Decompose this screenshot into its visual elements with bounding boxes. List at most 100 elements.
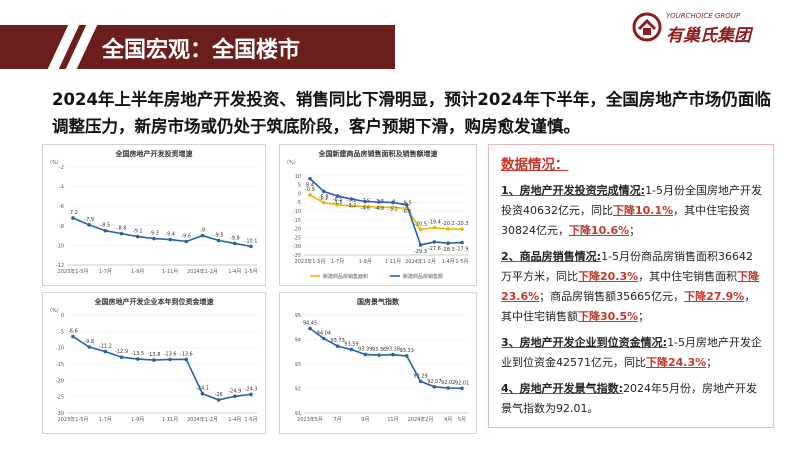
- data-label: 94.45: [303, 320, 317, 326]
- chart-panel: 全国新建商品房销售面积及销售额增速 （%） 10 5 0 -5 -10 -15 -20 -25 -3…: [279, 144, 477, 286]
- x-tick-label: 2024年2月: [408, 416, 434, 423]
- data-label: 92.07: [427, 379, 441, 385]
- data-label: -9.8: [84, 339, 94, 345]
- data-point: [322, 200, 326, 205]
- y-tick-label: -20: [56, 378, 64, 384]
- summary-title: 数据情况：: [501, 157, 569, 173]
- data-label: 93.73: [330, 338, 344, 344]
- data-point: [349, 197, 354, 201]
- data-point: [460, 227, 464, 231]
- y-tick-label: 10: [295, 174, 301, 180]
- y-tick-label: 95: [295, 313, 301, 319]
- y-tick-label: -10: [56, 346, 64, 352]
- x-tick-label: 1-11月: [162, 417, 178, 423]
- x-tick-label: 2023年1-5月: [58, 416, 89, 423]
- data-point: [119, 231, 124, 236]
- data-point: [103, 228, 108, 233]
- x-tick-label: 7月: [334, 417, 342, 423]
- chart-unit-label: （%）: [47, 308, 62, 314]
- y-tick-label: 92: [295, 387, 301, 393]
- y-tick-label: -4: [59, 185, 64, 191]
- data-point: [446, 241, 450, 246]
- data-point: [418, 227, 423, 232]
- summary-item: 3、房地产开发企业到位资金情况:1-5月房地产开发企业到位资金42571亿元，同…: [501, 333, 763, 373]
- x-tick-label: 1-11月: [162, 269, 178, 275]
- data-label: -24.3: [245, 386, 258, 392]
- data-point: [184, 357, 189, 362]
- data-point: [404, 354, 409, 358]
- series-line: [309, 178, 463, 246]
- data-point: [87, 345, 91, 349]
- summary-item-heading: 3、房地产开发企业到位资金情况:: [501, 336, 668, 349]
- y-tick-label: 0: [298, 191, 301, 197]
- x-tick-label: 1-9月: [131, 269, 144, 275]
- data-point: [432, 240, 437, 244]
- data-point: [391, 200, 395, 205]
- data-label: -24.1: [196, 386, 209, 392]
- summary-item-heading: 1、房地产开发投资完成情况:: [501, 184, 646, 197]
- summary-text: ，其中住宅销售额: [501, 290, 756, 323]
- data-label: 93.59: [344, 342, 358, 348]
- summary-highlight: 下降10.1%: [613, 204, 674, 217]
- data-point: [391, 352, 395, 357]
- y-tick-label: -25: [293, 235, 301, 241]
- data-label: -9: [200, 228, 205, 234]
- header-bar: 全国宏观：全国楼市: [0, 25, 800, 69]
- data-point: [216, 238, 221, 243]
- data-point: [446, 386, 450, 390]
- data-label: -9.6: [181, 233, 191, 239]
- y-tick-label: -10: [56, 243, 64, 249]
- data-point: [71, 334, 75, 339]
- y-tick-label: -10: [293, 209, 301, 215]
- data-point: [308, 193, 312, 197]
- x-tick-label: 1-9月: [131, 417, 144, 423]
- x-tick-label: 2023年1-5月: [295, 258, 326, 265]
- summary-body: 1、房地产开发投资完成情况:1-5月份全国房地产开发投资40632亿元，同比下降…: [501, 181, 763, 425]
- x-tick-label: 2023年1-5月: [58, 268, 89, 275]
- data-point: [152, 236, 156, 241]
- data-point: [308, 326, 312, 331]
- summary-text: ；商品房销售额35665亿元，: [539, 290, 685, 303]
- data-point: [216, 398, 221, 402]
- data-label: -7.9: [84, 217, 94, 223]
- summary-text: 1-5月份全国房地产开发投资40632亿元，同比: [501, 184, 763, 217]
- y-tick-label: 0: [61, 313, 64, 319]
- x-tick-label: 1-5月: [244, 417, 257, 423]
- data-point: [363, 352, 368, 357]
- data-label: -12.9: [115, 349, 128, 355]
- data-point: [432, 225, 437, 230]
- data-label: -4.6: [360, 205, 370, 211]
- data-point: [233, 241, 237, 246]
- data-label: -26: [215, 392, 223, 398]
- data-point: [418, 379, 423, 384]
- summary-highlight: 下降23.6%: [501, 270, 760, 303]
- x-tick-label: 1-7月: [331, 259, 344, 265]
- data-label: -9.1: [133, 229, 143, 235]
- summary-text: ；: [638, 310, 650, 323]
- x-tick-label: 11月: [387, 417, 398, 423]
- data-point: [322, 189, 326, 194]
- y-tick-label: 5: [298, 183, 301, 189]
- data-label: -27.6: [428, 246, 441, 252]
- data-label: -7.1: [347, 198, 357, 204]
- data-label: -13.8: [147, 352, 160, 358]
- data-point: [135, 234, 140, 239]
- data-label: 94.04: [317, 331, 331, 337]
- data-point: [349, 347, 354, 352]
- data-point: [418, 243, 423, 247]
- data-point: [184, 239, 189, 244]
- summary-text: 1-5月份商品房销售面积36642万平方米，同比: [501, 250, 754, 283]
- summary-text: 2024年5月份，房地产开发景气指数为92.01。: [501, 382, 758, 415]
- y-tick-label: -35: [293, 253, 301, 259]
- summary-text: 1-5月房地产开发企业到位资金42571亿元，同比: [501, 336, 763, 369]
- data-label: -7.2: [68, 210, 78, 216]
- y-tick-label: -8: [59, 224, 64, 230]
- data-label: -10.1: [245, 238, 258, 244]
- data-label: -3.2: [347, 203, 357, 209]
- x-tick-label: 4月: [444, 417, 452, 423]
- data-point: [363, 204, 368, 209]
- series-line: [72, 217, 252, 248]
- data-point: [335, 194, 340, 198]
- data-point: [335, 344, 340, 348]
